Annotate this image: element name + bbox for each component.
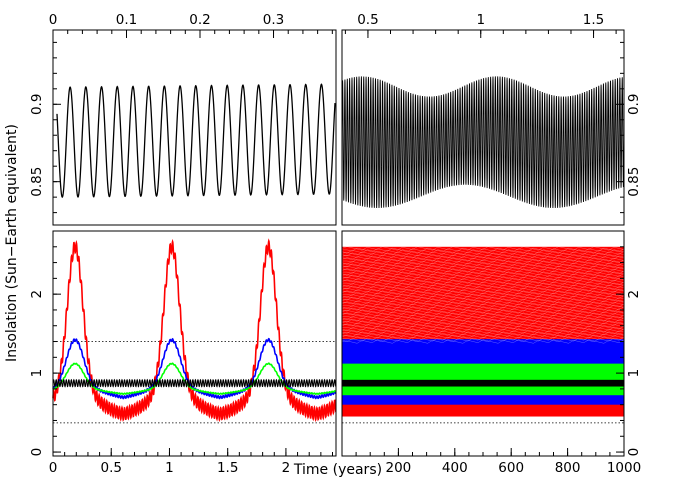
top-right-plot-area <box>341 76 625 208</box>
bl-xtick-label: 2 <box>282 460 291 476</box>
bottom-right-plot-area <box>341 246 625 424</box>
br-ytick-label: 1 <box>626 369 642 378</box>
panel-top-right: 0.85 0.9 0.5 1 1.5 <box>341 12 642 226</box>
panel-bottom-right: 0 1 2 200 400 600 800 1000 <box>341 230 642 476</box>
bl-ytick-label: 1 <box>29 369 45 378</box>
tl-xtick-label: 0.3 <box>263 12 284 28</box>
band-black <box>342 379 624 387</box>
panel-bottom-left-frame <box>52 230 337 457</box>
br-xtick-label: 200 <box>386 460 412 476</box>
tl-xtick-label: 0.2 <box>189 12 210 28</box>
tl-xtick-label: 0.1 <box>116 12 137 28</box>
band-red-texture <box>341 246 625 344</box>
br-ytick-label: 2 <box>626 290 642 299</box>
br-xtick-label: 600 <box>498 460 524 476</box>
series-line-green <box>52 362 337 396</box>
bl-xtick-label: 1.5 <box>217 460 238 476</box>
bottom-left-plot-area <box>52 238 337 424</box>
panel-top-left: 0.85 0.9 0 0.1 0.2 0.3 <box>29 12 337 226</box>
br-xtick-label: 1000 <box>607 460 641 476</box>
panel-top-left-frame <box>52 29 337 226</box>
tr-xtick-label: 1.5 <box>583 12 604 28</box>
series-line-insolation-short <box>56 83 336 199</box>
br-xtick-label: 800 <box>555 460 581 476</box>
panel-top-right-frame <box>341 29 625 226</box>
bl-xtick-label: 0.5 <box>100 460 121 476</box>
bl-ytick-label: 0 <box>29 448 45 457</box>
bottom-right-axes: 0 1 2 200 400 600 800 1000 <box>341 230 642 476</box>
top-right-axes: 0.85 0.9 0.5 1 1.5 <box>344 12 642 214</box>
tr-xtick-label: 1 <box>476 12 485 28</box>
tl-xtick-label: 0 <box>49 12 58 28</box>
series-line-black <box>52 378 337 388</box>
tl-ytick-label: 0.9 <box>29 94 45 115</box>
top-left-axes: 0.85 0.9 0 0.1 0.2 0.3 <box>29 12 333 214</box>
series-line-insolation-long <box>341 76 625 208</box>
br-ytick-label: 0 <box>626 448 642 457</box>
y-axis-label: Insolation (Sun−Earth equivalent) <box>4 124 20 362</box>
br-xtick-label: 400 <box>442 460 468 476</box>
tl-ytick-label: 0.85 <box>29 167 45 197</box>
panel-bottom-left: 0 1 2 0 0.5 1 1.5 2 <box>29 230 337 476</box>
top-left-plot-area <box>56 83 336 199</box>
bl-ytick-label: 2 <box>29 290 45 299</box>
bl-xtick-label: 1 <box>165 460 174 476</box>
band-green <box>342 363 624 396</box>
tr-xtick-label: 0.5 <box>357 12 378 28</box>
series-line-red <box>52 238 337 423</box>
tr-ytick-label: 0.85 <box>626 167 642 197</box>
x-axis-label: Time (years) <box>293 462 382 478</box>
bottom-left-axes: 0 1 2 0 0.5 1 1.5 2 <box>29 230 334 476</box>
bl-xtick-label: 0 <box>49 460 58 476</box>
tr-ytick-label: 0.9 <box>626 94 642 115</box>
